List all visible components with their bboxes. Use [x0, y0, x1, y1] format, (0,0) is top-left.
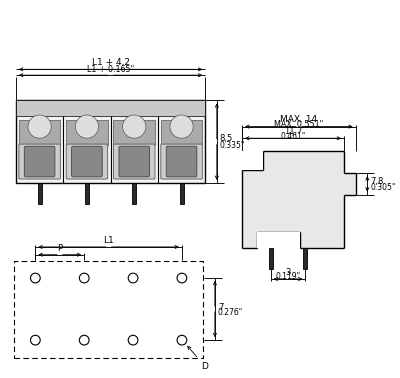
Text: L1 + 4,2: L1 + 4,2	[92, 59, 130, 67]
Bar	[242, 151, 264, 170]
Bar	[269, 248, 272, 269]
Text: 3: 3	[285, 268, 291, 277]
Circle shape	[28, 115, 51, 138]
Bar	[344, 173, 356, 195]
Bar	[161, 120, 202, 145]
Bar	[242, 151, 344, 248]
FancyBboxPatch shape	[119, 146, 150, 177]
Text: P: P	[57, 244, 62, 253]
Bar	[14, 260, 203, 358]
Text: 0.276": 0.276"	[218, 308, 243, 318]
Bar	[85, 183, 89, 204]
Text: 7: 7	[218, 303, 223, 311]
Text: D: D	[188, 346, 208, 370]
FancyBboxPatch shape	[72, 146, 102, 177]
Bar	[19, 120, 60, 145]
Bar	[132, 183, 136, 204]
Text: MAX. 14: MAX. 14	[280, 115, 318, 124]
FancyBboxPatch shape	[161, 144, 202, 179]
Text: 11,7: 11,7	[284, 127, 302, 136]
Bar	[257, 232, 300, 248]
Circle shape	[123, 115, 146, 138]
Bar	[114, 120, 155, 145]
Bar	[38, 183, 42, 204]
Text: 0.335": 0.335"	[220, 141, 245, 150]
Bar	[180, 183, 184, 204]
FancyBboxPatch shape	[19, 144, 60, 179]
Bar	[16, 101, 205, 183]
FancyBboxPatch shape	[24, 146, 55, 177]
Bar	[16, 101, 205, 116]
FancyBboxPatch shape	[66, 144, 108, 179]
Circle shape	[170, 115, 193, 138]
FancyBboxPatch shape	[166, 146, 197, 177]
Text: 0.119": 0.119"	[276, 272, 300, 281]
FancyBboxPatch shape	[114, 144, 155, 179]
Circle shape	[75, 115, 98, 138]
Text: 0.461": 0.461"	[280, 132, 306, 141]
Text: 8,5: 8,5	[220, 134, 233, 143]
Bar	[242, 151, 344, 248]
Bar	[66, 120, 108, 145]
Bar	[303, 248, 307, 269]
Text: L1: L1	[103, 236, 114, 245]
Text: 7,8: 7,8	[370, 177, 384, 186]
Text: 0.305": 0.305"	[370, 183, 396, 192]
Text: MAX. 0.551": MAX. 0.551"	[274, 120, 324, 129]
Text: L1 + 0.165": L1 + 0.165"	[87, 65, 134, 74]
